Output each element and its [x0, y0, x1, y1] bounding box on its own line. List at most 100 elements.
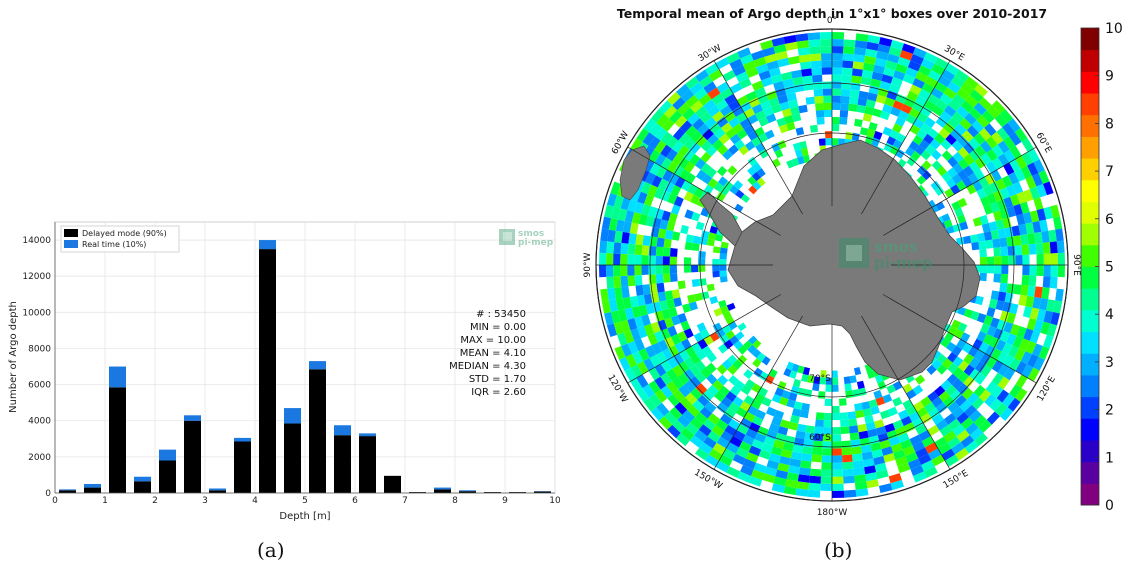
y-tick-label: 12000	[22, 272, 51, 282]
polar-map-chart: Temporal mean of Argo depth in 1°x1° box…	[560, 0, 1129, 568]
x-tick-label: 6	[352, 496, 358, 506]
map-data-cell	[719, 259, 726, 265]
map-data-cell	[656, 274, 664, 284]
map-data-cell	[798, 47, 810, 55]
x-tick-label: 9	[502, 496, 508, 506]
map-data-cell	[712, 259, 719, 265]
x-tick-label: 5	[302, 496, 308, 506]
map-data-cell	[802, 446, 813, 454]
map-data-cell	[848, 104, 857, 112]
bar-delayed-mode	[209, 490, 226, 493]
map-data-cell	[1034, 286, 1042, 298]
map-data-cell	[816, 412, 824, 420]
map-data-cell	[628, 233, 636, 244]
map-data-cell	[670, 257, 677, 265]
map-data-cell	[825, 385, 832, 392]
map-data-cell	[642, 284, 650, 295]
map-data-cell	[1044, 265, 1051, 276]
map-data-cell	[627, 265, 634, 276]
map-data-cell	[599, 265, 606, 277]
map-data-cell	[656, 265, 663, 274]
map-data-cell	[840, 412, 848, 420]
map-data-cell	[853, 61, 864, 69]
map-data-cell	[1022, 275, 1030, 286]
map-data-cell	[832, 491, 844, 498]
map-data-cell	[825, 138, 832, 145]
map-data-cell	[842, 75, 852, 83]
map-data-cell	[649, 265, 656, 275]
map-data-cell	[821, 462, 832, 469]
map-data-cell	[811, 455, 822, 463]
colorbar-segment	[1081, 28, 1099, 50]
map-data-cell	[820, 39, 832, 46]
stat-median: MEDIAN = 4.30	[449, 361, 526, 372]
map-data-cell	[843, 476, 855, 484]
map-data-cell	[849, 97, 859, 105]
map-data-cell	[832, 469, 843, 476]
map-data-cell	[613, 276, 621, 288]
map-data-cell	[839, 398, 847, 406]
map-data-cell	[1007, 246, 1015, 256]
map-data-cell	[808, 39, 820, 47]
colorbar-tick-label: 4	[1105, 307, 1114, 323]
map-data-cell	[832, 406, 840, 413]
bar-real-time	[459, 490, 476, 491]
map-data-cell	[971, 242, 979, 250]
colorbar-tick-label: 5	[1105, 260, 1114, 276]
map-data-cell	[845, 132, 853, 140]
map-data-cell	[832, 434, 841, 441]
map-data-cell	[628, 275, 636, 286]
colorbar-segment	[1081, 310, 1099, 332]
map-data-cell	[606, 276, 614, 288]
colorbar-segment	[1081, 93, 1099, 115]
map-data-cell	[663, 265, 670, 274]
x-tick-label: 0	[52, 496, 58, 506]
map-data-cell	[802, 75, 813, 83]
map-data-cell	[606, 241, 614, 253]
colorbar-tick-label: 8	[1105, 116, 1114, 132]
map-data-cell	[1050, 241, 1058, 253]
map-data-cell	[979, 273, 987, 281]
map-data-cell	[821, 53, 832, 60]
map-data-cell	[840, 110, 848, 118]
map-data-cell	[614, 287, 622, 299]
colorbar-segment	[1081, 180, 1099, 202]
map-data-cell	[712, 265, 719, 271]
map-data-cell	[1013, 235, 1021, 246]
map-data-cell	[850, 432, 860, 440]
x-tick-label: 10	[549, 496, 560, 506]
map-data-cell	[620, 254, 627, 265]
map-data-cell	[800, 460, 811, 468]
map-data-cell	[817, 117, 825, 125]
map-data-cell	[832, 138, 839, 145]
map-data-cell	[684, 257, 691, 265]
map-data-cell	[670, 265, 677, 273]
colorbar-tick-label: 10	[1105, 21, 1123, 37]
map-data-cell	[822, 455, 832, 462]
map-data-cell	[1027, 233, 1035, 244]
map-data-cell	[698, 258, 705, 265]
map-data-cell	[980, 265, 987, 273]
map-data-cell	[808, 490, 821, 498]
map-data-cell	[614, 231, 622, 243]
bar-delayed-mode	[109, 387, 126, 493]
colorbar-segment	[1081, 332, 1099, 354]
map-data-cell	[832, 448, 842, 455]
map-data-cell	[832, 89, 841, 96]
map-data-cell	[844, 490, 857, 498]
bar-delayed-mode	[284, 423, 301, 493]
map-data-cell	[663, 273, 671, 282]
map-data-cell	[812, 383, 819, 391]
map-data-cell	[599, 241, 607, 254]
bar-delayed-mode	[59, 490, 76, 493]
map-data-cell	[854, 474, 866, 482]
map-data-cell	[814, 96, 823, 104]
map-data-cell	[845, 383, 852, 391]
map-data-cell	[634, 265, 641, 275]
map-data-cell	[1034, 232, 1042, 244]
map-data-cell	[823, 96, 832, 103]
y-axis-label: Number of Argo depth	[8, 301, 19, 413]
bar-delayed-mode	[234, 442, 251, 493]
map-data-cell	[814, 89, 824, 97]
map-data-cell	[635, 234, 643, 245]
